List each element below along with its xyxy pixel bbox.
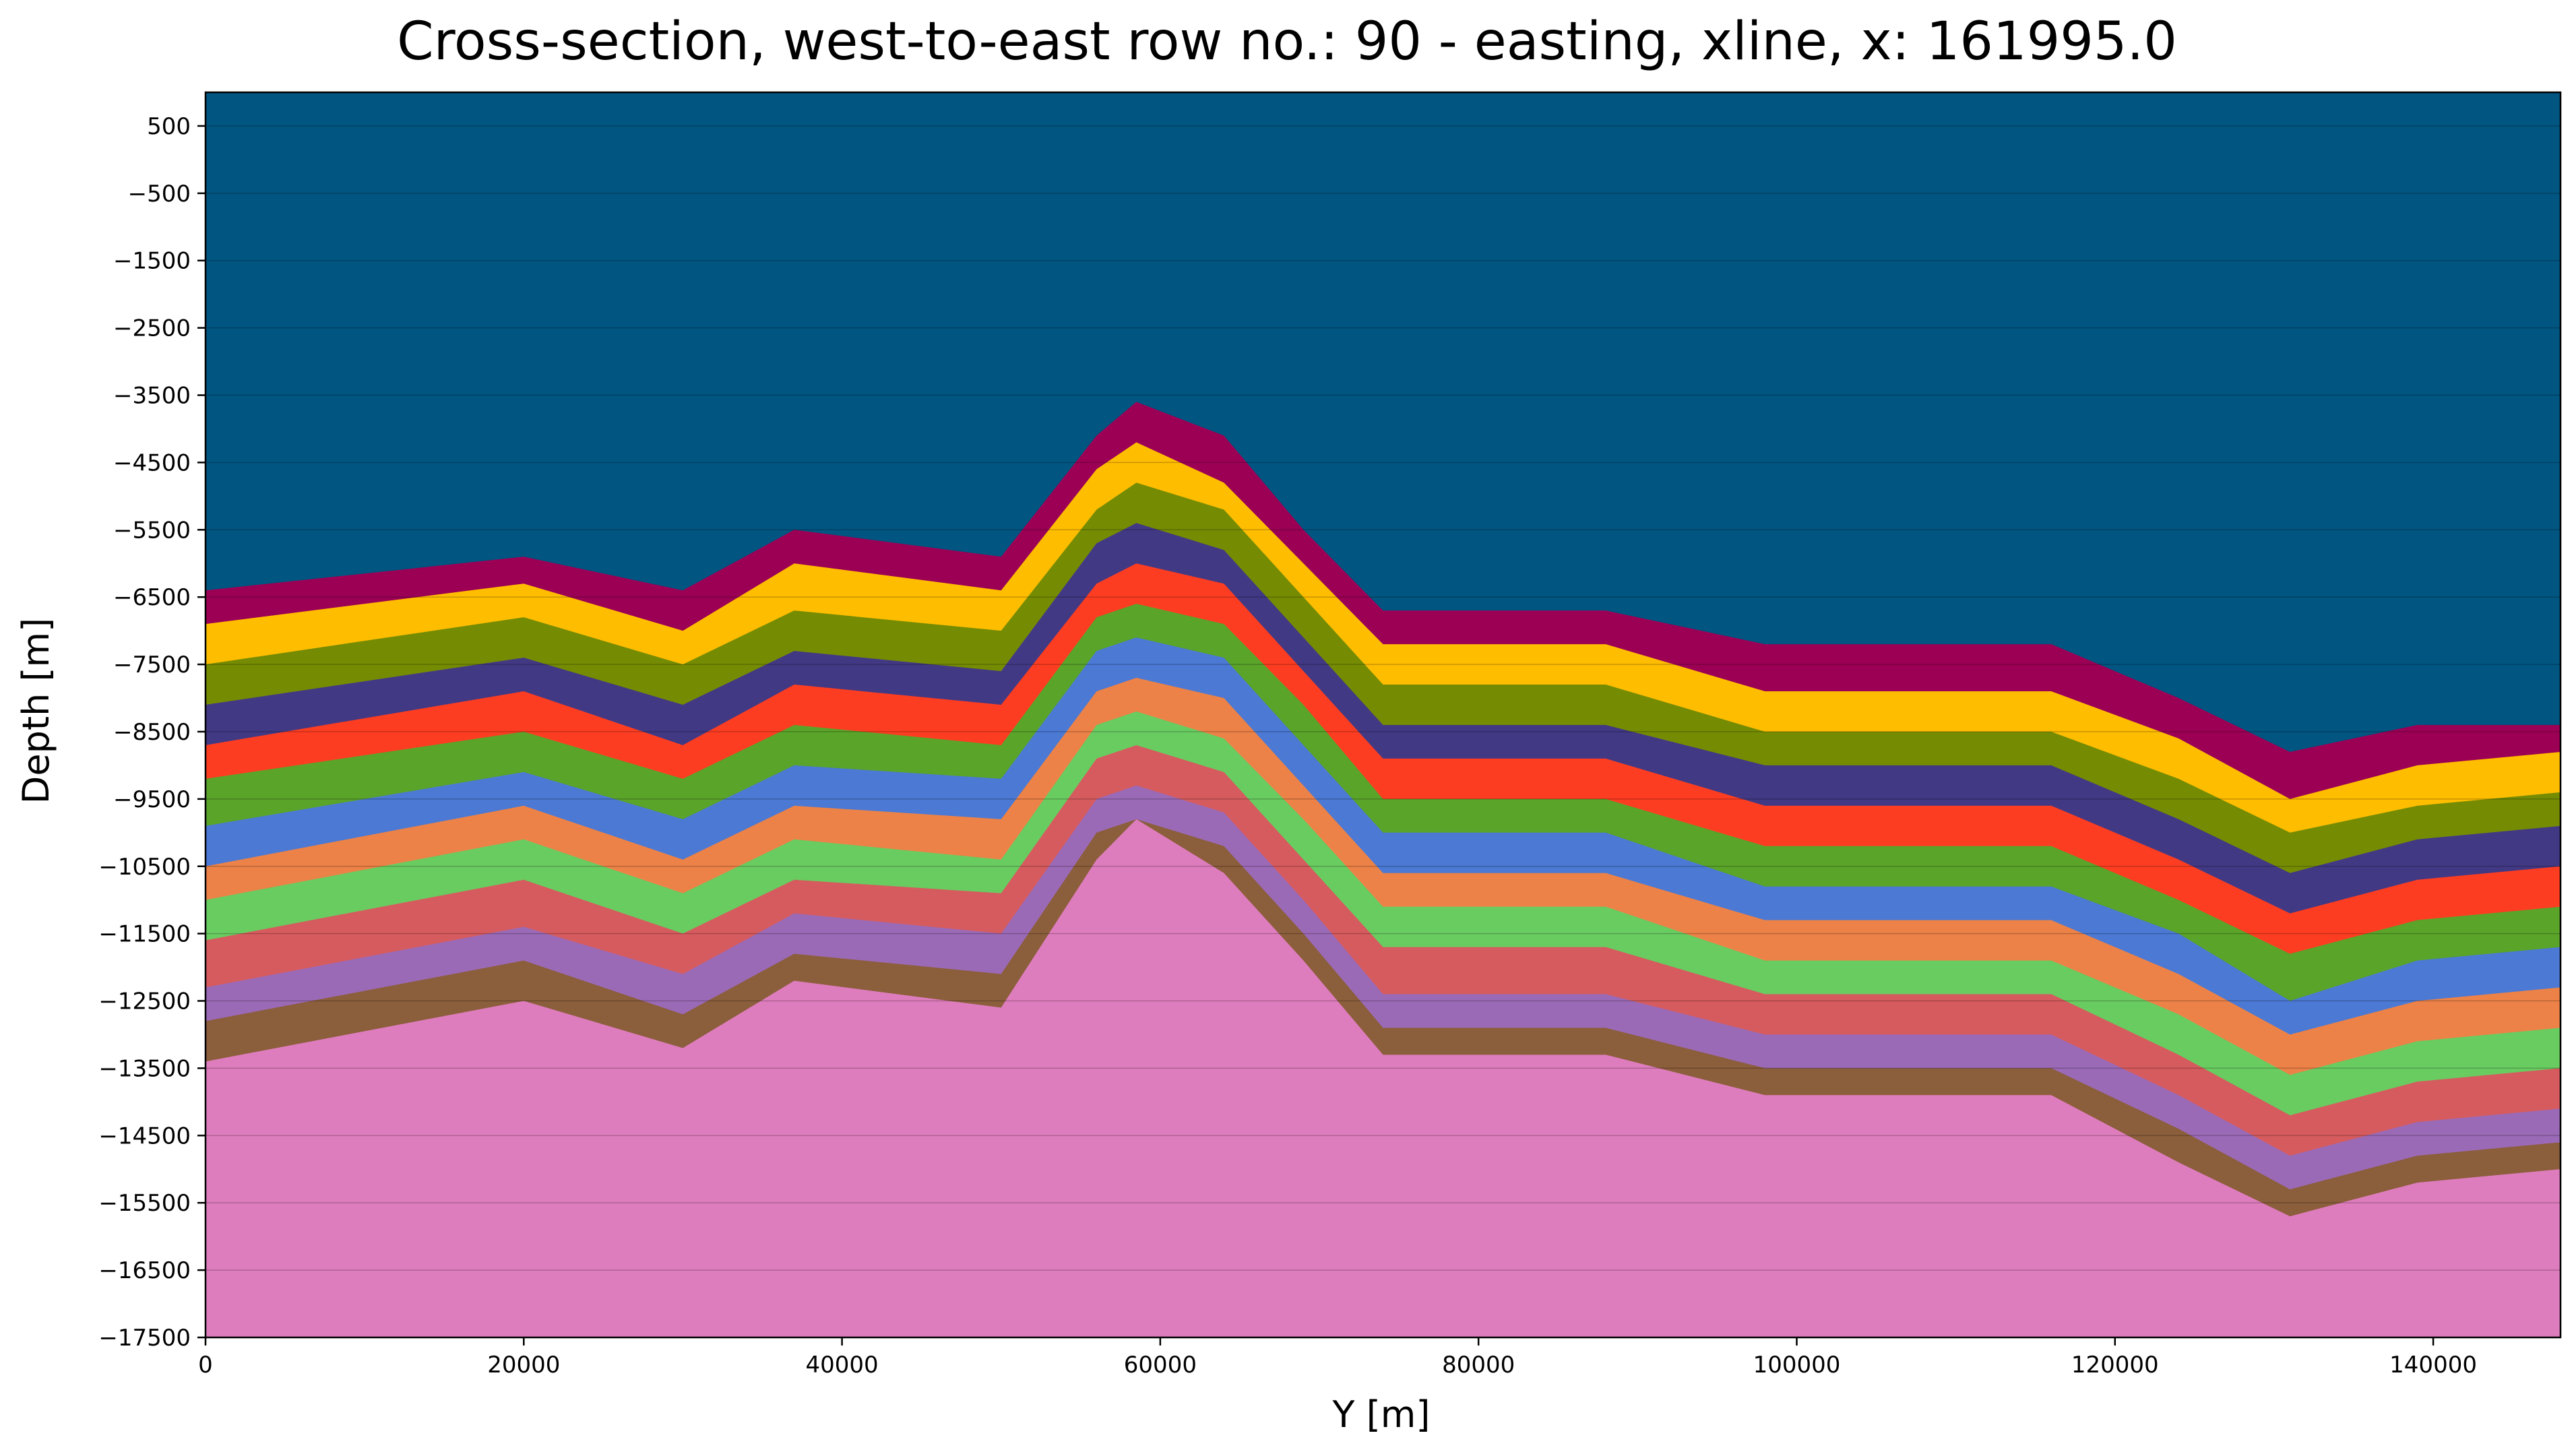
y-tick-label: −6500 bbox=[113, 584, 191, 611]
y-tick-label: −10500 bbox=[98, 854, 191, 881]
chart-title: Cross-section, west-to-east row no.: 90 … bbox=[397, 11, 2177, 72]
plot-frame bbox=[204, 91, 2562, 1339]
y-tick-label: −8500 bbox=[113, 719, 191, 746]
y-axis-ticks: 500 −500 −1500 −2500 −3500 −4500 −5500 −6500 −75… bbox=[98, 113, 206, 1352]
y-tick-label: −12500 bbox=[98, 988, 191, 1015]
x-tick-label: 120000 bbox=[2071, 1352, 2159, 1379]
layer-group bbox=[206, 92, 2561, 1338]
y-tick-label: −9500 bbox=[113, 786, 191, 813]
y-tick-label: −14500 bbox=[98, 1122, 191, 1149]
y-tick-label: −7500 bbox=[113, 652, 191, 678]
x-tick-label: 140000 bbox=[2389, 1352, 2477, 1379]
y-axis-title: Depth [m] bbox=[15, 618, 57, 804]
y-tick-label: −3500 bbox=[113, 383, 191, 410]
x-axis-ticks: 0 20000 40000 60000 80000 100000 120000 140000 bbox=[198, 1337, 2477, 1379]
y-tick-label: −16500 bbox=[98, 1257, 191, 1284]
y-tick-label: −5500 bbox=[113, 517, 191, 544]
x-tick-label: 0 bbox=[198, 1352, 213, 1379]
y-tick-label: −2500 bbox=[113, 315, 191, 342]
x-axis-title: Y [m] bbox=[1332, 1393, 1431, 1436]
y-tick-label: −500 bbox=[128, 181, 191, 208]
x-tick-label: 40000 bbox=[806, 1352, 879, 1379]
y-tick-label: −4500 bbox=[113, 449, 191, 476]
x-tick-label: 100000 bbox=[1753, 1352, 1841, 1379]
x-tick-label: 20000 bbox=[487, 1352, 560, 1379]
y-tick-label: −11500 bbox=[98, 921, 191, 948]
y-tick-label: −15500 bbox=[98, 1190, 191, 1217]
x-tick-label: 60000 bbox=[1124, 1352, 1197, 1379]
y-tick-label: 500 bbox=[147, 113, 191, 140]
y-tick-label: −1500 bbox=[113, 248, 191, 275]
y-tick-label: −17500 bbox=[98, 1325, 191, 1352]
layer-13 bbox=[206, 819, 2561, 1337]
x-tick-label: 80000 bbox=[1442, 1352, 1515, 1379]
y-tick-label: −13500 bbox=[98, 1055, 191, 1082]
